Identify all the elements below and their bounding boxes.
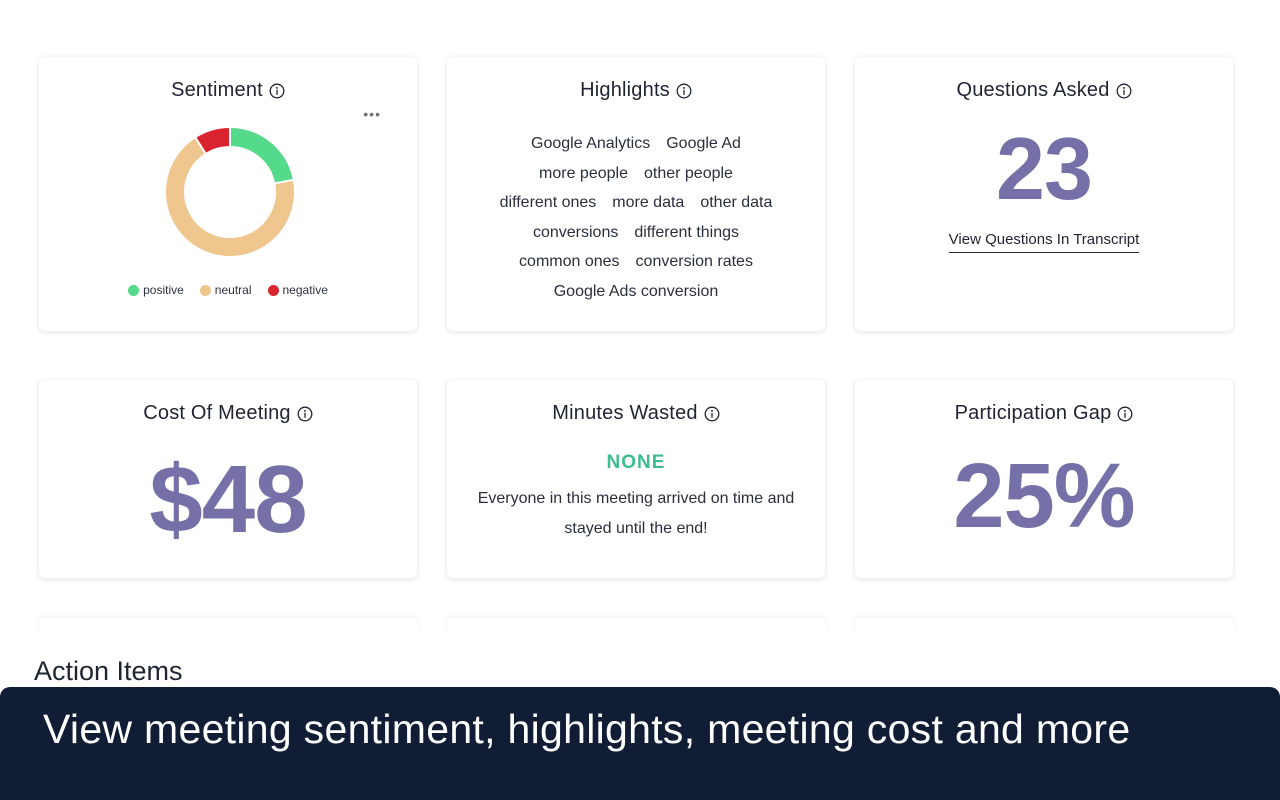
highlights-title-label: Highlights: [580, 79, 670, 101]
highlight-term[interactable]: different ones: [499, 194, 597, 212]
highlights-title: Highlights: [447, 79, 825, 102]
highlights-card: Highlights Google Analytics Google Ad more…: [447, 57, 825, 331]
highlights-row: more people other people: [467, 159, 805, 189]
info-icon[interactable]: [1116, 83, 1132, 99]
next-row-card-edge: [447, 618, 827, 638]
info-icon[interactable]: [269, 83, 285, 99]
highlight-term[interactable]: conversions: [532, 223, 619, 241]
more-horizontal-icon[interactable]: •••: [363, 106, 381, 122]
legend-item-neutral[interactable]: neutral: [199, 283, 252, 297]
highlight-term[interactable]: Google Ads conversion: [553, 282, 719, 300]
minutes-wasted-title-label: Minutes Wasted: [552, 402, 698, 424]
highlight-term[interactable]: more data: [612, 194, 685, 212]
minutes-wasted-title: Minutes Wasted: [447, 402, 825, 425]
legend-label-positive: positive: [143, 283, 184, 297]
next-row-card-edge: [39, 618, 419, 638]
participation-title: Participation Gap: [855, 402, 1233, 425]
legend-dot-neutral: [199, 284, 211, 296]
participation-value: 25%: [953, 445, 1135, 547]
next-row-card-edge: [855, 618, 1235, 638]
minutes-wasted-message: Everyone in this meeting arrived on time…: [477, 490, 795, 537]
info-icon[interactable]: [704, 406, 720, 422]
info-icon[interactable]: [1117, 406, 1133, 422]
donut-slice-positive[interactable]: [229, 125, 296, 185]
cost-title-label: Cost Of Meeting: [143, 402, 291, 424]
legend-dot-negative: [267, 284, 279, 296]
cost-card: Cost Of Meeting $48: [39, 380, 417, 578]
highlights-row: Google Ads conversion: [467, 277, 805, 307]
highlight-term[interactable]: more people: [539, 164, 628, 182]
highlight-term[interactable]: different things: [634, 223, 740, 241]
highlight-term[interactable]: conversion rates: [635, 253, 753, 271]
legend-label-neutral: neutral: [214, 283, 252, 297]
view-questions-link[interactable]: View Questions In Transcript: [948, 231, 1140, 253]
cost-title: Cost Of Meeting: [39, 402, 417, 425]
participation-card: Participation Gap 25%: [855, 380, 1233, 578]
minutes-wasted-card: Minutes Wasted NONE Everyone in this mee…: [447, 380, 825, 578]
view-questions-link-wrap: View Questions In Transcript: [855, 231, 1233, 253]
info-icon[interactable]: [676, 83, 692, 99]
promo-banner: View meeting sentiment, highlights, meet…: [0, 687, 1280, 800]
legend-item-positive[interactable]: positive: [128, 283, 184, 297]
sentiment-legend: positive neutral negative: [39, 283, 417, 297]
sentiment-title-label: Sentiment: [171, 79, 263, 101]
highlight-term[interactable]: other data: [700, 194, 773, 212]
highlight-term[interactable]: other people: [643, 164, 733, 182]
highlights-list: Google Analytics Google Ad more people othe…: [467, 129, 805, 307]
cost-value: $48: [149, 446, 307, 553]
questions-count: 23: [996, 119, 1093, 218]
legend-dot-positive: [128, 284, 140, 296]
action-items-heading: Action Items: [34, 656, 183, 686]
promo-banner-text: View meeting sentiment, highlights, meet…: [43, 706, 1131, 752]
sentiment-donut-chart: [164, 125, 296, 258]
questions-title-label: Questions Asked: [956, 79, 1110, 101]
minutes-wasted-status: NONE: [606, 452, 666, 473]
highlights-row: conversions different things: [467, 218, 805, 248]
highlight-term[interactable]: common ones: [519, 253, 620, 271]
donut-slice-neutral[interactable]: [164, 135, 296, 258]
highlights-row: Google Analytics Google Ad: [467, 129, 805, 159]
donut-slice-negative[interactable]: [193, 125, 231, 156]
sentiment-title: Sentiment: [39, 79, 417, 102]
highlight-term[interactable]: Google Analytics: [531, 135, 651, 152]
highlights-row: different ones more data other data: [467, 188, 805, 218]
legend-item-negative[interactable]: negative: [267, 283, 328, 297]
sentiment-card: Sentiment ••• positive neutral negative: [39, 57, 417, 331]
highlights-row: common ones conversion rates: [467, 247, 805, 277]
questions-card: Questions Asked 23 View Questions In Tra…: [855, 57, 1233, 331]
questions-title: Questions Asked: [855, 79, 1233, 102]
legend-label-negative: negative: [282, 283, 328, 297]
participation-title-label: Participation Gap: [954, 402, 1112, 424]
info-icon[interactable]: [297, 406, 313, 422]
highlight-term[interactable]: Google Ad: [666, 135, 741, 152]
